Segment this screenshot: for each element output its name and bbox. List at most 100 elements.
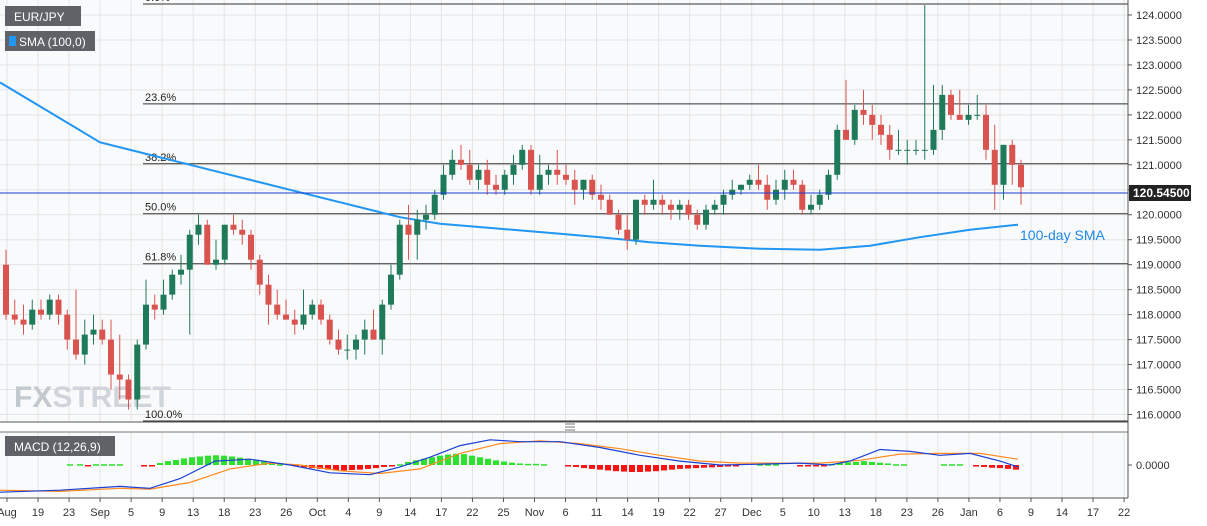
candle-body [869,114,876,125]
candle-body [344,349,351,351]
x-tick-label: 13 [839,507,851,519]
sma-indicator-label[interactable]: SMA (100,0) [5,31,95,51]
candle-body [484,169,491,185]
candle-body [589,179,596,195]
y-tick-label: 116.0000 [1136,410,1181,422]
candle-body [3,264,9,315]
x-tick-label: 23 [63,507,75,519]
candle [729,179,736,200]
candle-body [650,199,657,205]
macd-histogram-bar [109,464,115,466]
candle [808,194,814,215]
x-tick-label: 18 [218,507,230,519]
candle [143,279,149,350]
candle-body [440,174,447,195]
symbol-label[interactable]: EUR/JPY [5,6,81,26]
candle-body [99,329,106,340]
candle [108,319,114,390]
candle-body [151,304,158,310]
last-price-badge-bg [1129,185,1191,201]
candle [641,194,648,215]
candle [160,279,167,315]
candle [221,224,228,265]
candle-body [598,194,604,200]
macd-histogram-bar [941,464,947,466]
candle-body [939,94,946,130]
candle [64,309,71,350]
candle-body [143,304,149,345]
candle-body [318,304,324,320]
candle [685,199,692,220]
candle [1018,159,1024,205]
sma-label-text: SMA (100,0) [19,35,86,49]
candle-body [501,174,508,190]
macd-histogram-bar [421,458,427,465]
candle [274,289,281,320]
price-axis-labels: 124.0000 123.5000 123.0000 122.5000 122.0000… [1128,10,1182,422]
candle [668,199,674,220]
macd-histogram-bar [365,465,371,469]
candle [449,149,456,180]
candle-body [423,214,429,220]
macd-histogram-bar [853,461,859,465]
macd-histogram-bar [189,457,195,465]
candle [283,299,289,320]
candle [633,199,639,245]
macd-histogram-bar [581,465,587,469]
macd-histogram-bar [469,455,475,465]
candle-body [11,314,18,320]
candle-body [29,309,36,325]
macd-histogram-bar [517,463,523,465]
candle-body [790,179,797,185]
candle [606,194,613,215]
candle [711,199,718,215]
x-tick-label: 14 [621,507,633,519]
x-tick-label: 25 [497,507,509,519]
macd-histogram-bar [773,464,779,466]
candle-body [160,294,167,310]
macd-y-tick-label: 0.0000 [1136,460,1170,472]
macd-histogram-bar [437,455,443,465]
candle [204,219,211,265]
candle-body [921,149,928,151]
candle-body [834,129,841,175]
macd-indicator-label[interactable]: MACD (12,26,9) [5,436,115,456]
candle [615,209,622,235]
candle [38,299,44,320]
macd-histogram-bar [797,465,803,467]
y-tick-label: 116.5000 [1136,385,1181,397]
candle [869,104,876,140]
candle-body [466,164,473,180]
candle [379,299,386,355]
macd-histogram-bar [973,465,979,467]
macd-histogram-bar [877,462,883,465]
candle-body [405,224,412,235]
macd-histogram-bar [765,464,771,466]
macd-histogram-bar [341,465,347,471]
candle-body [300,314,307,325]
candle-body [913,149,919,151]
fib-label: 0.0% [145,0,170,4]
last-price-badge: 120.54500 [1129,185,1191,201]
candle-body [580,179,587,190]
candle [1000,144,1007,200]
fibonacci-levels: 0.0%23.6%38.2%50.0%61.8%100.0% [143,0,1128,422]
candle [825,169,832,200]
candle-body [904,149,911,151]
macd-histogram-bar [493,460,499,465]
macd-histogram-bar [461,454,467,465]
candle [55,294,62,325]
macd-histogram-bar [325,465,331,470]
macd-histogram-bar [85,465,91,467]
candle-body [860,109,867,115]
y-tick-label: 119.5000 [1136,235,1181,247]
sma-100-line [0,81,1019,251]
candle-body [668,204,674,210]
candle [676,199,683,220]
candle-body [711,204,718,210]
macd-histogram-bar [653,465,659,472]
macd-histogram-bar [373,465,379,469]
candle-body [309,304,316,315]
candle [904,139,911,165]
panel-resize-handle[interactable] [565,423,575,431]
